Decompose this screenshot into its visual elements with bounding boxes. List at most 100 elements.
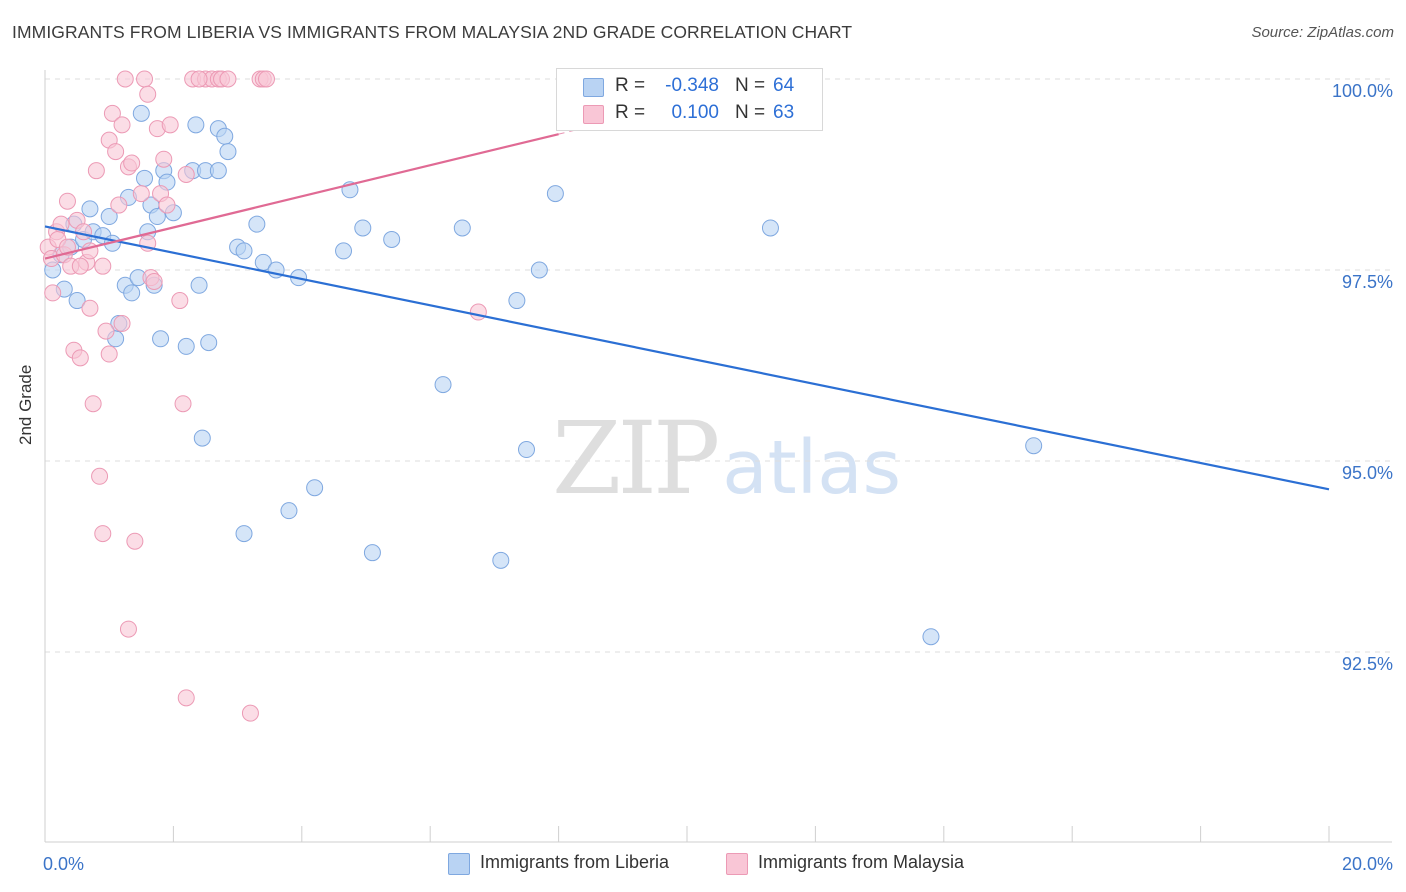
malaysia-point	[58, 192, 76, 210]
malaysia-point	[94, 257, 112, 275]
liberia-point	[136, 169, 154, 187]
malaysia-point	[100, 345, 118, 363]
legend-r-label: R =	[615, 75, 646, 96]
legend-r-label: R =	[615, 102, 646, 123]
liberia-point	[453, 219, 471, 237]
malaysia-point	[75, 223, 93, 241]
malaysia-point	[44, 284, 62, 302]
malaysia-point	[110, 196, 128, 214]
stats-legend: R = -0.348 N = 64 R = 0.100 N = 63	[556, 68, 823, 131]
malaysia-point	[87, 162, 105, 180]
liberia-point	[248, 215, 266, 233]
liberia-point	[335, 242, 353, 260]
malaysia-point	[113, 116, 131, 134]
liberia-point	[508, 292, 526, 310]
legend-n-label: N =	[735, 102, 766, 123]
malaysia-point	[97, 322, 115, 340]
liberia-point	[68, 292, 86, 310]
malaysia-point	[119, 620, 137, 638]
liberia-point	[546, 185, 564, 203]
malaysia-point	[177, 166, 195, 183]
liberia-point	[306, 479, 324, 497]
chart-title: IMMIGRANTS FROM LIBERIA VS IMMIGRANTS FR…	[12, 22, 853, 42]
malaysia-point	[94, 525, 112, 543]
liberia-point	[492, 551, 510, 569]
malaysia-point	[177, 689, 195, 707]
malaysia-point	[113, 314, 131, 332]
liberia-point	[922, 628, 940, 646]
malaysia-point	[84, 395, 102, 413]
x-tick-label: 20.0%	[1342, 854, 1393, 874]
malaysia-point	[190, 70, 208, 88]
x-tick-label: 0.0%	[43, 854, 84, 874]
malaysia-trend-line	[44, 133, 559, 260]
liberia-point	[383, 230, 401, 248]
liberia-point	[100, 208, 118, 226]
legend-n-label: N =	[735, 75, 766, 96]
liberia-point	[190, 276, 208, 294]
malaysia-point	[161, 116, 179, 134]
malaysia-point	[158, 196, 176, 214]
liberia-point	[193, 429, 211, 447]
liberia-point	[177, 337, 195, 355]
malaysia-point	[136, 70, 154, 88]
y-tick-label: 95.0%	[1342, 463, 1393, 483]
malaysia-point	[139, 85, 157, 103]
y-axis-label: 2nd Grade	[16, 364, 35, 445]
y-tick-label: 92.5%	[1342, 654, 1393, 674]
malaysia-point	[71, 349, 89, 367]
malaysia-point	[126, 532, 144, 550]
watermark-zip: ZIP	[552, 400, 720, 517]
liberia-point	[1025, 437, 1043, 455]
liberia-point	[123, 284, 141, 302]
malaysia-point	[107, 143, 125, 161]
liberia-point	[81, 200, 99, 218]
liberia-swatch-icon	[583, 78, 604, 97]
malaysia-point	[81, 299, 99, 317]
legend-label-liberia: Immigrants from Liberia	[480, 852, 670, 872]
legend-n-value: 63	[773, 102, 795, 123]
liberia-point	[530, 261, 548, 279]
legend-row-liberia: R = -0.348 N = 64	[557, 75, 822, 101]
malaysia-point	[103, 104, 121, 122]
malaysia-point	[469, 303, 487, 321]
liberia-point	[434, 376, 452, 394]
liberia-point	[280, 502, 298, 520]
malaysia-point	[155, 150, 173, 168]
liberia-point	[235, 525, 253, 543]
legend-row-malaysia: R = 0.100 N = 63	[557, 102, 822, 128]
legend-n-value: 64	[773, 75, 795, 96]
liberia-point	[209, 162, 227, 180]
source-label: Source: ZipAtlas.com	[1251, 24, 1394, 41]
watermark-atlas: atlas	[722, 425, 902, 511]
liberia-point	[518, 441, 535, 459]
y-tick-label: 97.5%	[1342, 272, 1393, 292]
legend-r-value: 0.100	[671, 102, 719, 123]
liberia-point	[761, 219, 779, 237]
liberia-point	[354, 219, 372, 237]
y-tick-label: 100.0%	[1332, 81, 1393, 101]
liberia-point	[235, 242, 253, 260]
legend-label-malaysia: Immigrants from Malaysia	[758, 852, 965, 872]
malaysia-point	[219, 70, 237, 88]
malaysia-point	[116, 70, 134, 88]
malaysia-point	[145, 272, 163, 290]
liberia-point	[187, 116, 205, 134]
liberia-point	[219, 143, 237, 161]
malaysia-point	[71, 257, 89, 275]
malaysia-point	[123, 154, 141, 172]
liberia-point	[132, 104, 150, 122]
malaysia-swatch-icon	[583, 105, 604, 124]
watermark: ZIPatlas	[552, 400, 901, 517]
malaysia-point	[174, 395, 192, 413]
legend-r-value: -0.348	[665, 75, 719, 96]
malaysia-legend-swatch-icon	[726, 853, 748, 875]
malaysia-point	[257, 70, 275, 88]
malaysia-point	[241, 704, 259, 722]
liberia-point	[200, 334, 218, 352]
liberia-legend-swatch-icon	[448, 853, 470, 875]
liberia-point	[216, 127, 234, 145]
liberia-point	[152, 330, 170, 348]
liberia-point	[363, 544, 381, 562]
